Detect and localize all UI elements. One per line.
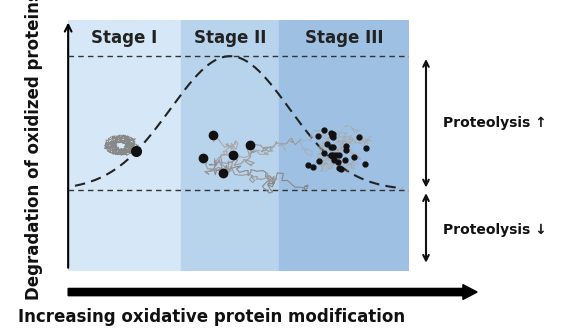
Text: Degradation of oxidized proteins: Degradation of oxidized proteins (25, 0, 43, 300)
Text: Stage III: Stage III (305, 29, 383, 47)
Bar (68, 20, 181, 271)
Bar (279, 20, 409, 271)
Bar (181, 20, 279, 271)
Text: Increasing oxidative protein modification: Increasing oxidative protein modificatio… (18, 308, 405, 326)
Text: Stage II: Stage II (194, 29, 266, 47)
Text: Stage I: Stage I (91, 29, 157, 47)
Text: Proteolysis ↓: Proteolysis ↓ (443, 223, 547, 238)
Text: Proteolysis ↑: Proteolysis ↑ (443, 116, 547, 130)
